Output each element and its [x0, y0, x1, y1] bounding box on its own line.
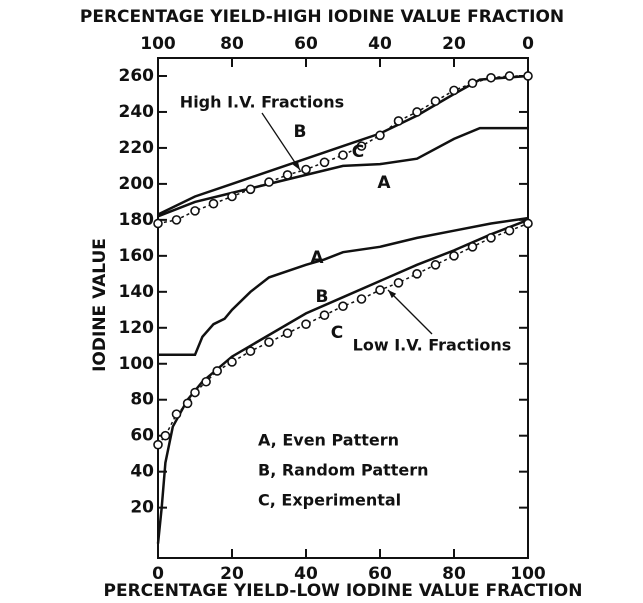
data-point: [375, 285, 385, 295]
data-point: [467, 78, 478, 88]
data-point: [486, 233, 496, 243]
series-line: [157, 74, 529, 216]
x-axis-title: PERCENTAGE YIELD-LOW IODINE VALUE FRACTI…: [104, 581, 583, 601]
y-tick-label: 20: [130, 498, 154, 518]
y-tick-label: 140: [119, 282, 155, 302]
data-point: [171, 409, 182, 419]
series-line: [158, 216, 529, 357]
y-tick-label: 160: [119, 246, 155, 266]
data-point: [227, 191, 237, 202]
data-point: [264, 177, 274, 187]
x2-tick-label: 20: [442, 34, 466, 54]
data-point: [504, 71, 515, 81]
arrow: [261, 112, 301, 171]
data-point: [182, 398, 193, 409]
arrow-head: [388, 290, 397, 299]
data-point: [412, 107, 422, 117]
data-point: [212, 366, 222, 376]
data-point: [375, 130, 385, 141]
data-point: [338, 301, 348, 312]
data-point: [449, 251, 459, 261]
data-point: [153, 439, 163, 450]
data-point: [486, 72, 496, 83]
annotation: C, Experimental: [258, 491, 401, 510]
annotation: B, Random Pattern: [258, 461, 429, 480]
data-point: [393, 278, 404, 288]
data-point: [201, 376, 211, 387]
annotation: High I.V. Fractions: [180, 93, 344, 112]
x-tick-label: 40: [294, 564, 318, 584]
data-point: [245, 346, 256, 356]
y-tick-label: 120: [119, 318, 155, 338]
x2-tick-label: 0: [522, 34, 534, 54]
y-tick-label: 240: [119, 102, 155, 122]
y-axis-title: IODINE VALUE: [90, 238, 110, 372]
data-point: [430, 260, 441, 270]
data-point: [245, 184, 256, 195]
data-point: [393, 116, 404, 126]
x-tick-label: 80: [442, 564, 466, 584]
x-tick-label: 0: [152, 564, 164, 584]
data-point: [356, 141, 367, 151]
arrow: [387, 289, 433, 335]
data-point: [412, 269, 422, 279]
data-point: [264, 337, 274, 347]
data-point: [190, 387, 200, 398]
data-point: [523, 218, 533, 229]
series-line: [156, 218, 529, 544]
top-axis-title: PERCENTAGE YIELD-HIGH IODINE VALUE FRACT…: [80, 7, 564, 27]
x-tick-label: 20: [220, 564, 244, 584]
y-tick-label: 80: [130, 390, 154, 410]
data-point: [319, 157, 330, 168]
x-tick-label: 100: [510, 564, 546, 584]
y-tick-label: 100: [119, 354, 155, 374]
data-point: [523, 71, 533, 81]
annotation: A, Even Pattern: [258, 431, 399, 450]
series-label: C: [352, 142, 364, 162]
x2-tick-label: 100: [140, 34, 176, 54]
arrow-head: [292, 161, 300, 170]
data-point: [153, 218, 163, 229]
data-point: [301, 164, 311, 175]
y-tick-label: 220: [119, 138, 155, 158]
y-tick-label: 180: [119, 210, 155, 230]
data-point: [356, 294, 367, 304]
annotation: Low I.V. Fractions: [353, 336, 512, 355]
data-point: [160, 430, 171, 441]
data-point: [319, 310, 330, 320]
data-point: [430, 96, 441, 106]
y-tick-label: 260: [119, 66, 155, 86]
series-label: B: [294, 122, 307, 142]
plot-frame: [157, 57, 529, 559]
x-tick-label: 60: [368, 564, 392, 584]
series-label: A: [377, 173, 391, 193]
data-point: [449, 85, 459, 96]
data-point: [338, 150, 348, 160]
y-tick-label: 200: [119, 174, 155, 194]
data-point: [504, 225, 515, 236]
x2-tick-label: 40: [368, 34, 392, 54]
data-point: [208, 198, 219, 209]
series-line: [157, 126, 528, 218]
data-point: [467, 242, 478, 252]
x2-tick-label: 80: [220, 34, 244, 54]
x2-tick-label: 60: [294, 34, 318, 54]
y-tick-label: 40: [130, 462, 154, 482]
data-point: [301, 319, 311, 329]
data-point: [282, 328, 293, 338]
data-point: [190, 206, 200, 216]
y-tick-label: 60: [130, 426, 154, 446]
series-label: B: [316, 287, 329, 307]
series-label: A: [310, 248, 324, 268]
data-point: [171, 215, 182, 225]
data-point: [282, 170, 293, 180]
data-point: [227, 357, 237, 367]
series-label: C: [331, 323, 343, 343]
